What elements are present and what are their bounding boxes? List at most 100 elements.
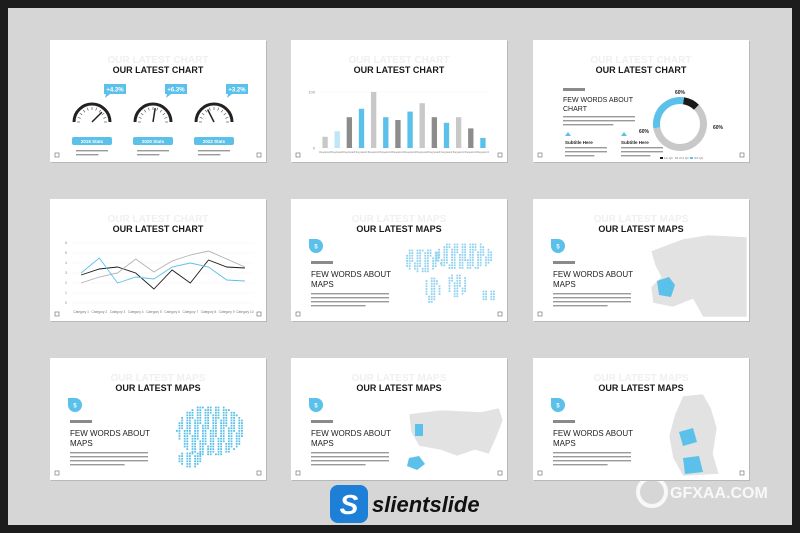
map-dot (453, 246, 456, 248)
map-dot (241, 435, 243, 437)
slide-bg (533, 40, 749, 162)
map-dot (485, 295, 487, 298)
x-tick-label: Category 4 (128, 310, 144, 314)
heading: MAPS (553, 439, 576, 448)
map-dot (461, 267, 464, 269)
map-dot (464, 277, 466, 279)
map-dot (186, 424, 189, 427)
heading: FEW WORDS ABOUT (553, 270, 633, 279)
heading: FEW WORDS ABOUT (553, 429, 633, 438)
text-line (198, 154, 221, 156)
map-dot (472, 251, 474, 254)
map-dot (186, 457, 189, 460)
map-dot (430, 277, 433, 280)
map-dot (235, 443, 238, 445)
map-dot (430, 301, 433, 303)
map-dot (194, 463, 196, 465)
map-dot (212, 414, 215, 417)
map-dot (215, 453, 217, 456)
gauge-needle (206, 109, 215, 123)
map-dot (222, 417, 225, 419)
map-dot (416, 267, 419, 270)
map-dot (419, 252, 421, 254)
map-dot (451, 251, 453, 254)
map-dot (207, 409, 209, 411)
map-dot (448, 243, 451, 246)
map-dot (427, 257, 429, 260)
map-dot (207, 406, 209, 409)
bar (395, 120, 401, 148)
text-line (76, 150, 108, 152)
donut-segment (653, 97, 685, 129)
map-dot (451, 274, 453, 277)
map-dot (222, 411, 225, 414)
corner-icon (497, 311, 503, 317)
map-dot (189, 419, 191, 422)
map-dot (490, 254, 492, 256)
map-dot (230, 443, 233, 445)
bar (480, 137, 486, 148)
map-dot (241, 419, 243, 422)
map-dot (461, 254, 464, 256)
map-dot (453, 290, 456, 292)
text-line (137, 154, 160, 156)
map-dot (421, 249, 424, 252)
map-dot (456, 277, 459, 279)
map-dot (238, 435, 241, 437)
highlight-region (415, 424, 423, 436)
map-dot (477, 256, 479, 259)
slide-title: OUR LATEST CHART (113, 224, 204, 234)
map-dot (438, 248, 440, 251)
map-dot (469, 261, 472, 264)
map-dot (430, 293, 433, 295)
map-dot (217, 406, 220, 409)
map-dot (419, 254, 421, 257)
map-dot (199, 409, 202, 411)
x-tick-label: Keyword (356, 150, 368, 154)
gauge-tick (225, 117, 229, 119)
map-dot (416, 260, 419, 262)
map-dot (464, 279, 466, 282)
map-dot (485, 293, 487, 295)
map-dot (469, 251, 472, 254)
map-dot (479, 243, 482, 246)
map-dot (238, 443, 241, 445)
map-dot (474, 243, 477, 246)
text-line (565, 147, 607, 149)
map-dot (241, 432, 243, 435)
callout-tip (105, 94, 110, 98)
map-dot (196, 419, 199, 422)
heading: FEW WORDS ABOUT (311, 270, 391, 279)
map-dot (183, 435, 186, 437)
map-dot (183, 437, 186, 440)
gauge-tick (204, 109, 208, 113)
map-dot (222, 440, 225, 443)
map-dot (186, 440, 189, 443)
map-dot (469, 254, 472, 256)
map-dot (469, 248, 472, 251)
map-dot (207, 448, 209, 450)
map-dot (424, 270, 427, 273)
map-dot (189, 414, 191, 417)
subtitle: Subtitle Here (621, 140, 649, 145)
map-dot (235, 432, 238, 435)
map-dot (456, 274, 459, 277)
map-dot (186, 437, 189, 440)
map-dot (204, 430, 207, 432)
title-ghost: OUR LATEST MAPS (111, 373, 206, 384)
map-dot (466, 267, 469, 269)
map-dot (178, 430, 181, 432)
map-dot (225, 443, 228, 445)
map-dot (438, 293, 441, 295)
map-graphic (176, 406, 243, 468)
map-dot (411, 254, 414, 257)
map-dot (438, 256, 440, 259)
map-dot (433, 280, 436, 282)
map-dot (186, 460, 189, 463)
map-dot (406, 254, 408, 257)
map-dot (199, 406, 202, 409)
map-dot (217, 445, 220, 448)
map-dot (461, 248, 464, 251)
x-tick-label: Keyword (404, 150, 416, 154)
map-dot (453, 267, 456, 269)
